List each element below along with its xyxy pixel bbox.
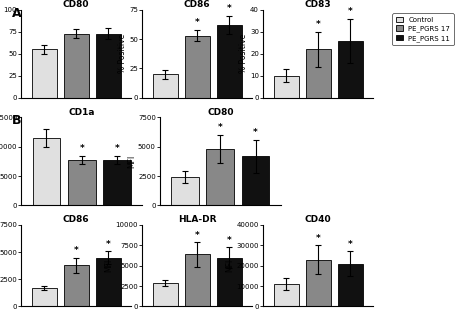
Bar — [273, 284, 299, 306]
Bar — [96, 258, 121, 306]
Title: CD40: CD40 — [305, 215, 331, 224]
Bar — [33, 138, 60, 205]
Legend: Control, PE_PGRS 17, PE_PGRS 11: Control, PE_PGRS 17, PE_PGRS 11 — [392, 13, 454, 45]
Bar — [171, 177, 199, 205]
Bar — [68, 160, 96, 205]
Y-axis label: MFI: MFI — [105, 259, 113, 272]
Text: *: * — [74, 246, 79, 255]
Bar — [273, 76, 299, 98]
Bar — [242, 156, 269, 205]
Title: CD1a: CD1a — [68, 108, 95, 117]
Bar — [337, 41, 363, 98]
Bar — [32, 288, 57, 306]
Text: A: A — [12, 7, 21, 20]
Title: CD83: CD83 — [305, 0, 331, 9]
Text: *: * — [218, 123, 223, 132]
Bar — [217, 258, 242, 306]
Bar — [153, 283, 178, 306]
Text: *: * — [79, 144, 84, 153]
Text: *: * — [253, 128, 258, 137]
Bar — [306, 259, 331, 306]
Bar — [64, 265, 89, 306]
Text: *: * — [348, 240, 353, 249]
Y-axis label: % Positive: % Positive — [239, 34, 248, 73]
Text: *: * — [348, 7, 353, 16]
Bar — [153, 74, 178, 98]
Text: *: * — [316, 234, 320, 243]
Y-axis label: % Positive: % Positive — [0, 34, 1, 73]
Text: *: * — [316, 20, 320, 29]
Text: *: * — [195, 18, 200, 27]
Bar — [184, 36, 210, 98]
Bar — [184, 254, 210, 306]
Text: *: * — [227, 235, 231, 244]
Bar — [306, 49, 331, 98]
Text: *: * — [227, 4, 231, 13]
Title: CD80: CD80 — [207, 108, 234, 117]
Bar — [64, 34, 89, 98]
Bar — [207, 149, 234, 205]
Bar — [103, 160, 131, 205]
Title: HLA-DR: HLA-DR — [178, 215, 217, 224]
Title: CD80: CD80 — [63, 0, 90, 9]
Bar — [217, 25, 242, 98]
Title: CD86: CD86 — [63, 215, 90, 224]
Y-axis label: MFI: MFI — [226, 259, 235, 272]
Y-axis label: MFI: MFI — [127, 155, 136, 168]
Bar — [32, 49, 57, 98]
Text: *: * — [115, 144, 119, 153]
Bar — [337, 264, 363, 306]
Title: CD86: CD86 — [184, 0, 210, 9]
Bar — [96, 34, 121, 98]
Text: B: B — [12, 114, 21, 127]
Y-axis label: % Positive: % Positive — [118, 34, 127, 73]
Text: *: * — [106, 240, 110, 249]
Text: *: * — [195, 230, 200, 240]
